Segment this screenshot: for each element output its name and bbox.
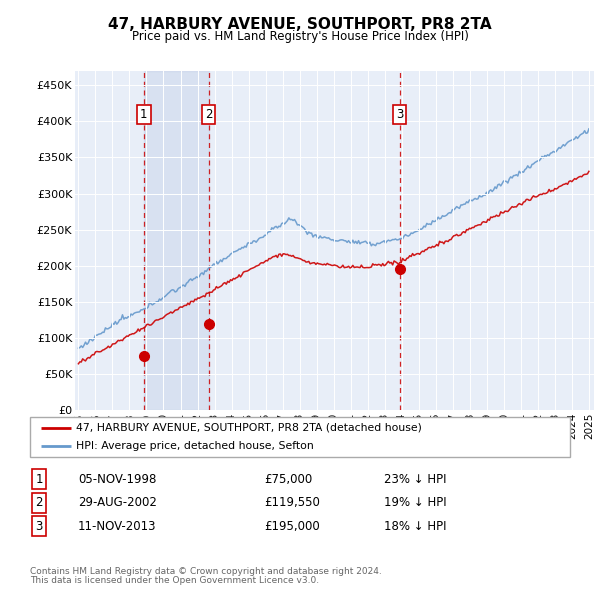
Text: 47, HARBURY AVENUE, SOUTHPORT, PR8 2TA (detached house): 47, HARBURY AVENUE, SOUTHPORT, PR8 2TA (…: [76, 423, 422, 433]
Text: 29-AUG-2002: 29-AUG-2002: [78, 496, 157, 509]
Text: 1: 1: [140, 107, 148, 120]
Text: 11-NOV-2013: 11-NOV-2013: [78, 520, 157, 533]
Text: This data is licensed under the Open Government Licence v3.0.: This data is licensed under the Open Gov…: [30, 576, 319, 585]
Bar: [144, 71, 209, 410]
Text: 23% ↓ HPI: 23% ↓ HPI: [384, 473, 446, 486]
Text: Price paid vs. HM Land Registry's House Price Index (HPI): Price paid vs. HM Land Registry's House …: [131, 30, 469, 43]
Text: HPI: Average price, detached house, Sefton: HPI: Average price, detached house, Seft…: [76, 441, 314, 451]
Text: 2: 2: [35, 496, 43, 509]
Text: 3: 3: [396, 107, 403, 120]
Text: £75,000: £75,000: [264, 473, 312, 486]
Text: 47, HARBURY AVENUE, SOUTHPORT, PR8 2TA: 47, HARBURY AVENUE, SOUTHPORT, PR8 2TA: [108, 17, 492, 32]
Text: 19% ↓ HPI: 19% ↓ HPI: [384, 496, 446, 509]
Text: 3: 3: [35, 520, 43, 533]
Text: Contains HM Land Registry data © Crown copyright and database right 2024.: Contains HM Land Registry data © Crown c…: [30, 566, 382, 576]
Text: 1: 1: [35, 473, 43, 486]
Text: 18% ↓ HPI: 18% ↓ HPI: [384, 520, 446, 533]
Text: 2: 2: [205, 107, 212, 120]
Text: £119,550: £119,550: [264, 496, 320, 509]
Text: 05-NOV-1998: 05-NOV-1998: [78, 473, 157, 486]
Text: £195,000: £195,000: [264, 520, 320, 533]
